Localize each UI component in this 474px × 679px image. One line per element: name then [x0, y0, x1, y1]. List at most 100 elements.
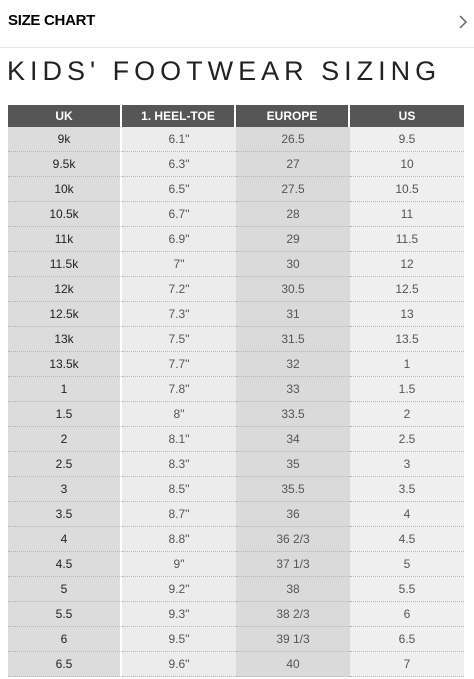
cell: 9.2" [122, 577, 236, 602]
cell: 11.5 [350, 227, 464, 252]
cell: 4.5 [8, 552, 122, 577]
size-row: 11.5k 7" 30 12 [8, 252, 464, 277]
size-row: 9.5k 6.3" 27 10 [8, 152, 464, 177]
cell: 7.3" [122, 302, 236, 327]
column-header: US [350, 105, 464, 127]
cell: 6.5 [8, 652, 122, 677]
cell: 10k [8, 177, 122, 202]
size-row: 3 8.5" 35.5 3.5 [8, 477, 464, 502]
cell: 2.5 [350, 427, 464, 452]
column-header: EUROPE [236, 105, 350, 127]
cell: 1 [8, 377, 122, 402]
cell: 8.1" [122, 427, 236, 452]
cell: 11k [8, 227, 122, 252]
size-row: 13k 7.5" 31.5 13.5 [8, 327, 464, 352]
page-title: SIZE CHART [8, 12, 96, 29]
cell: 3.5 [8, 502, 122, 527]
cell: 3 [8, 477, 122, 502]
size-row: 12.5k 7.3" 31 13 [8, 302, 464, 327]
size-row: 11k 6.9" 29 11.5 [8, 227, 464, 252]
header-row: UK 1. HEEL-TOE EUROPE US [8, 105, 464, 127]
size-row: 1.5 8" 33.5 2 [8, 402, 464, 427]
cell: 13k [8, 327, 122, 352]
cell: 12k [8, 277, 122, 302]
cell: 35.5 [236, 477, 350, 502]
cell: 7.2" [122, 277, 236, 302]
cell: 5 [350, 552, 464, 577]
divider [0, 47, 474, 48]
cell: 2 [350, 402, 464, 427]
cell: 35 [236, 452, 350, 477]
cell: 6.5 [350, 627, 464, 652]
cell: 9.6" [122, 652, 236, 677]
size-row: 10.5k 6.7" 28 11 [8, 202, 464, 227]
size-row: 9k 6.1" 26.5 9.5 [8, 127, 464, 152]
cell: 6.7" [122, 202, 236, 227]
size-row: 13.5k 7.7" 32 1 [8, 352, 464, 377]
cell: 27 [236, 152, 350, 177]
cell: 8.8" [122, 527, 236, 552]
cell: 31.5 [236, 327, 350, 352]
cell: 11.5k [8, 252, 122, 277]
cell: 6 [8, 627, 122, 652]
cell: 6.1" [122, 127, 236, 152]
cell: 9k [8, 127, 122, 152]
cell: 9.5 [350, 127, 464, 152]
cell: 7.8" [122, 377, 236, 402]
cell: 10.5k [8, 202, 122, 227]
cell: 36 [236, 502, 350, 527]
size-row: 4.5 9" 37 1/3 5 [8, 552, 464, 577]
cell: 5 [8, 577, 122, 602]
size-row: 3.5 8.7" 36 4 [8, 502, 464, 527]
cell: 11 [350, 202, 464, 227]
cell: 9.3" [122, 602, 236, 627]
cell: 6 [350, 602, 464, 627]
size-row: 6.5 9.6" 40 7 [8, 652, 464, 677]
cell: 13.5 [350, 327, 464, 352]
size-row: 5.5 9.3" 38 2/3 6 [8, 602, 464, 627]
cell: 10 [350, 152, 464, 177]
cell: 9" [122, 552, 236, 577]
size-row: 1 7.8" 33 1.5 [8, 377, 464, 402]
size-row: 2.5 8.3" 35 3 [8, 452, 464, 477]
cell: 28 [236, 202, 350, 227]
cell: 8.7" [122, 502, 236, 527]
cell: 40 [236, 652, 350, 677]
cell: 29 [236, 227, 350, 252]
cell: 13 [350, 302, 464, 327]
cell: 3 [350, 452, 464, 477]
cell: 1.5 [350, 377, 464, 402]
close-chevron[interactable] [458, 14, 468, 30]
cell: 39 1/3 [236, 627, 350, 652]
cell: 33 [236, 377, 350, 402]
cell: 30.5 [236, 277, 350, 302]
cell: 4 [8, 527, 122, 552]
column-header: UK [8, 105, 122, 127]
cell: 7" [122, 252, 236, 277]
cell: 36 2/3 [236, 527, 350, 552]
cell: 8.3" [122, 452, 236, 477]
cell: 12 [350, 252, 464, 277]
size-row: 10k 6.5" 27.5 10.5 [8, 177, 464, 202]
cell: 38 [236, 577, 350, 602]
cell: 12.5k [8, 302, 122, 327]
cell: 6.9" [122, 227, 236, 252]
size-table: UK 1. HEEL-TOE EUROPE US 9k 6.1" 26.5 9.5 9.5k 6.… [8, 105, 464, 677]
cell: 8.5" [122, 477, 236, 502]
cell: 7.7" [122, 352, 236, 377]
size-row: 5 9.2" 38 5.5 [8, 577, 464, 602]
cell: 13.5k [8, 352, 122, 377]
cell: 30 [236, 252, 350, 277]
cell: 26.5 [236, 127, 350, 152]
cell: 5.5 [350, 577, 464, 602]
cell: 7 [350, 652, 464, 677]
cell: 1 [350, 352, 464, 377]
cell: 7.5" [122, 327, 236, 352]
heading: KIDS' FOOTWEAR SIZING [7, 56, 442, 86]
cell: 2 [8, 427, 122, 452]
cell: 32 [236, 352, 350, 377]
cell: 31 [236, 302, 350, 327]
cell: 6.5" [122, 177, 236, 202]
cell: 37 1/3 [236, 552, 350, 577]
